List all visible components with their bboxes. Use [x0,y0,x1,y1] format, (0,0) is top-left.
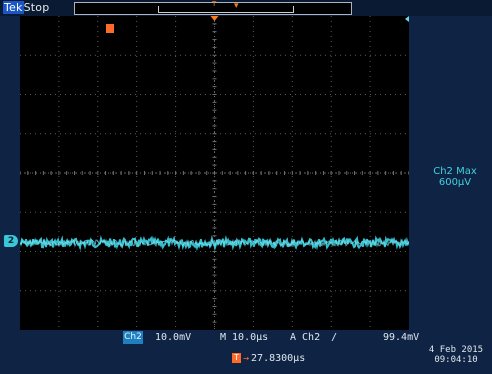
graticule-svg [19,15,410,330]
date: 4 Feb 2015 [428,345,484,355]
noise-trace [19,234,410,252]
timebase: M 10.0μs [220,332,269,343]
arrow-right-icon: → [243,353,250,364]
measurement-readout: Ch2 Max 600μV [420,166,490,188]
channel-chip: Ch2 [123,331,143,344]
record-trigger-marker: T [212,0,217,8]
trigger-position-marker [210,16,219,21]
horizontal-position-value: 27.8300μs [251,353,306,364]
trigger-source-text: A Ch2 [290,332,321,343]
measurement-value: 600μV [438,177,472,188]
trigger-position-icon: T [232,353,241,363]
graticule [19,15,410,330]
trigger-level: 99.4mV [383,332,420,343]
channel-2-marker: 2 [4,235,18,247]
top-status-bar: TekStop T ▾ [0,0,492,16]
acquisition-state: Stop [23,1,50,14]
record-length-bar: T ▾ [74,0,352,15]
trigger-source: A Ch2 / [290,331,337,345]
trigger-time-marker [106,24,114,33]
record-window [158,6,294,13]
date-time: 4 Feb 2015 09:04:10 [420,345,492,365]
horizontal-position-row: T → 27.8300μs [232,352,305,366]
record-center-marker: ▾ [234,1,239,11]
brand-logo: Tek [3,1,24,14]
noise-trace-overlay [19,238,410,248]
rising-edge-icon: / [331,332,338,343]
volts-per-div: 10.0mV [155,332,192,343]
trigger-level-arrow [405,16,409,22]
brand-and-state: TekStop [3,1,49,14]
measurement-name: Ch2 Max [433,166,477,177]
time: 09:04:10 [434,355,478,365]
